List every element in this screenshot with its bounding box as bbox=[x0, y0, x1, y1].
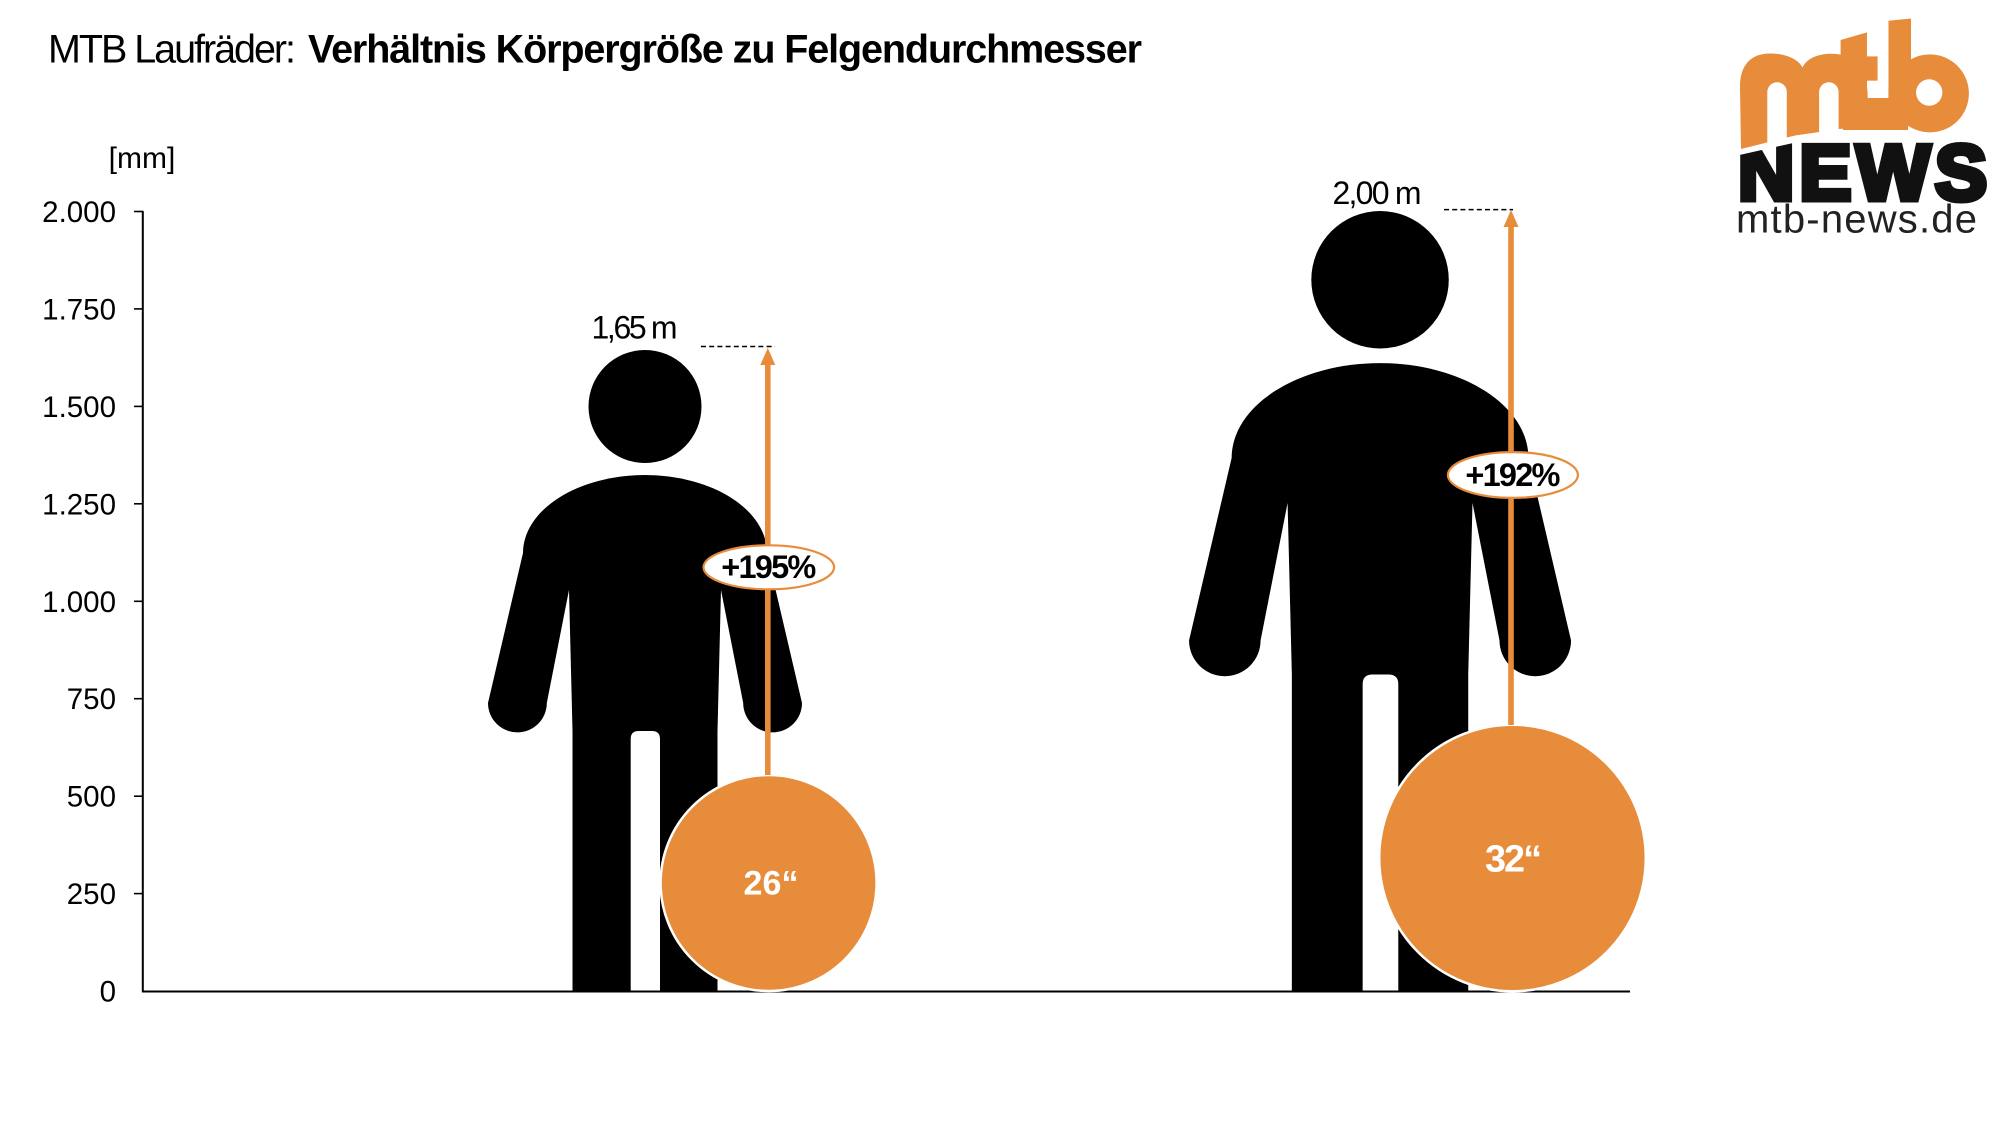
svg-text:2,00 m: 2,00 m bbox=[1333, 175, 1422, 211]
svg-text:250: 250 bbox=[67, 878, 116, 911]
svg-text:500: 500 bbox=[67, 781, 116, 814]
svg-text:1.250: 1.250 bbox=[42, 488, 116, 521]
svg-text:32“: 32“ bbox=[1485, 839, 1542, 881]
svg-text:+192%: +192% bbox=[1465, 457, 1560, 493]
svg-text:750: 750 bbox=[67, 683, 116, 716]
svg-text:mtb-news.de: mtb-news.de bbox=[1736, 198, 1977, 242]
svg-text:+195%: +195% bbox=[721, 549, 816, 585]
svg-text:0: 0 bbox=[100, 976, 116, 1009]
svg-text:26“: 26“ bbox=[744, 864, 799, 902]
svg-text:1.750: 1.750 bbox=[42, 293, 116, 326]
svg-text:Verhältnis Körpergröße zu Felg: Verhältnis Körpergröße zu Felgendurchmes… bbox=[308, 28, 1142, 72]
svg-text:1.500: 1.500 bbox=[42, 391, 116, 424]
svg-text:[mm]: [mm] bbox=[109, 142, 176, 175]
svg-text:MTB Laufräder:: MTB Laufräder: bbox=[48, 28, 296, 72]
svg-text:1.000: 1.000 bbox=[42, 586, 116, 619]
svg-text:1,65 m: 1,65 m bbox=[592, 309, 678, 345]
svg-text:2.000: 2.000 bbox=[42, 196, 116, 229]
